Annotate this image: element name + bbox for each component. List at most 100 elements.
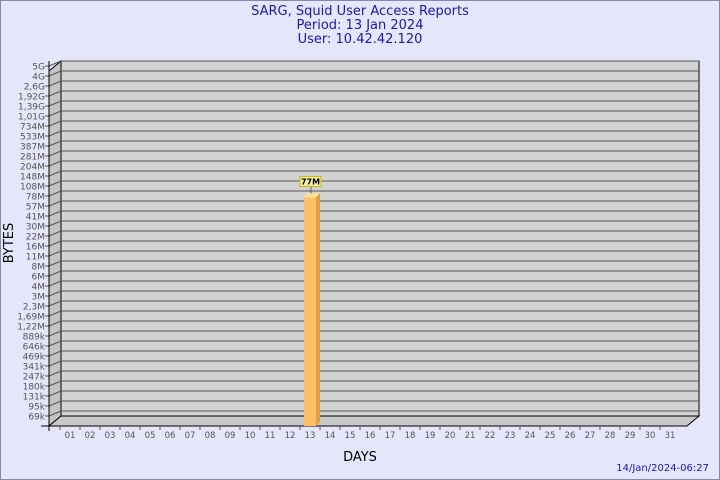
x-tick-label: 26 bbox=[565, 431, 576, 441]
y-tick-label: 16M bbox=[26, 243, 45, 253]
x-tick-label: 21 bbox=[465, 431, 476, 441]
y-tick-label: 1,39G bbox=[18, 103, 45, 113]
x-tick-label: 19 bbox=[425, 431, 436, 441]
y-tick-label: 533M bbox=[20, 133, 45, 143]
x-tick-label: 08 bbox=[205, 431, 216, 441]
side-gridline bbox=[48, 240, 62, 247]
side-gridline bbox=[48, 290, 62, 297]
x-tick-label: 16 bbox=[365, 431, 376, 441]
y-tick-label: 57M bbox=[26, 203, 45, 213]
y-tick-label: 41M bbox=[26, 213, 45, 223]
x-tick-label: 09 bbox=[225, 431, 236, 441]
side-gridline bbox=[48, 150, 62, 157]
y-tick-label: 8M bbox=[32, 263, 46, 273]
side-gridline bbox=[48, 390, 62, 397]
x-tick-label: 15 bbox=[345, 431, 356, 441]
side-gridline bbox=[48, 70, 62, 77]
y-tick-label: 247k bbox=[23, 373, 46, 383]
x-tick-label: 10 bbox=[245, 431, 256, 441]
y-tick-label: 5G bbox=[32, 63, 45, 73]
x-tick-label: 01 bbox=[65, 431, 76, 441]
y-tick-label: 646k bbox=[23, 343, 46, 353]
x-tick-label: 05 bbox=[145, 431, 156, 441]
y-tick-label: 131k bbox=[23, 393, 46, 403]
side-gridline bbox=[48, 260, 62, 267]
bar-day-13 bbox=[304, 197, 316, 426]
x-tick-label: 25 bbox=[545, 431, 556, 441]
side-gridline bbox=[48, 90, 62, 97]
x-tick-label: 12 bbox=[285, 431, 296, 441]
x-tick-label: 30 bbox=[645, 431, 656, 441]
side-gridline bbox=[48, 120, 62, 127]
side-gridline bbox=[48, 200, 62, 207]
y-tick-label: 180k bbox=[23, 383, 46, 393]
x-tick-label: 14 bbox=[325, 431, 336, 441]
side-gridline bbox=[48, 300, 62, 307]
plot-floor bbox=[47, 415, 701, 427]
x-tick-label: 17 bbox=[385, 431, 396, 441]
y-tick-label: 4G bbox=[32, 73, 45, 83]
x-tick-label: 22 bbox=[485, 431, 496, 441]
y-axis-label: BYTES bbox=[2, 223, 17, 264]
y-tick-label: 204M bbox=[20, 163, 45, 173]
side-gridline bbox=[48, 110, 62, 117]
side-gridline bbox=[48, 180, 62, 187]
y-tick-label: 469k bbox=[23, 353, 46, 363]
x-tick-label: 27 bbox=[585, 431, 596, 441]
x-tick-label: 24 bbox=[525, 431, 536, 441]
bar-side bbox=[316, 193, 320, 426]
side-gridline bbox=[48, 270, 62, 277]
side-gridline bbox=[48, 100, 62, 107]
y-tick-label: 1,22M bbox=[17, 323, 45, 333]
x-tick-label: 23 bbox=[505, 431, 516, 441]
side-gridline bbox=[48, 60, 62, 67]
x-tick-label: 06 bbox=[165, 431, 176, 441]
side-gridline bbox=[48, 160, 62, 167]
y-tick-label: 889k bbox=[23, 333, 46, 343]
x-tick-label: 07 bbox=[185, 431, 196, 441]
y-tick-label: 6M bbox=[32, 273, 46, 283]
side-gridline bbox=[48, 130, 62, 137]
bar-value-label: 77M bbox=[301, 177, 320, 186]
y-tick-label: 1,92G bbox=[18, 93, 45, 103]
side-gridline bbox=[48, 80, 62, 87]
y-tick-label: 30M bbox=[26, 223, 45, 233]
y-tick-label: 281M bbox=[20, 153, 45, 163]
side-gridline bbox=[48, 360, 62, 367]
y-tick-label: 148M bbox=[20, 173, 45, 183]
x-tick-label: 18 bbox=[405, 431, 416, 441]
x-tick-label: 02 bbox=[85, 431, 96, 441]
x-tick-label: 13 bbox=[305, 431, 316, 441]
y-tick-label: 69k bbox=[28, 413, 45, 423]
side-gridline bbox=[48, 380, 62, 387]
side-gridline bbox=[48, 350, 62, 357]
footer-timestamp: 14/Jan/2024-06:27 bbox=[616, 463, 709, 474]
y-tick-label: 2,3M bbox=[23, 303, 45, 313]
y-tick-label: 95k bbox=[28, 403, 45, 413]
x-axis-label: DAYS bbox=[343, 450, 377, 465]
x-tick-label: 28 bbox=[605, 431, 616, 441]
y-tick-label: 2,6G bbox=[24, 83, 45, 93]
y-tick-label: 3M bbox=[32, 293, 46, 303]
chart-subtitle-user: User: 10.42.42.120 bbox=[297, 32, 423, 47]
side-gridline bbox=[48, 220, 62, 227]
x-tick-label: 31 bbox=[665, 431, 676, 441]
side-gridline bbox=[48, 310, 62, 317]
side-gridline bbox=[48, 340, 62, 347]
y-tick-label: 734M bbox=[20, 123, 45, 133]
y-tick-label: 1,01G bbox=[18, 113, 45, 123]
side-gridline bbox=[48, 170, 62, 177]
side-gridline bbox=[48, 280, 62, 287]
side-gridline bbox=[48, 400, 62, 407]
chart-title: SARG, Squid User Access Reports bbox=[251, 4, 469, 19]
x-tick-label: 29 bbox=[625, 431, 636, 441]
x-tick-label: 03 bbox=[105, 431, 116, 441]
x-tick-label: 04 bbox=[125, 431, 136, 441]
x-tick-label: 20 bbox=[445, 431, 456, 441]
y-tick-label: 1,69M bbox=[17, 313, 45, 323]
side-gridline bbox=[48, 370, 62, 377]
y-tick-label: 11M bbox=[26, 253, 45, 263]
side-gridline bbox=[48, 410, 62, 417]
